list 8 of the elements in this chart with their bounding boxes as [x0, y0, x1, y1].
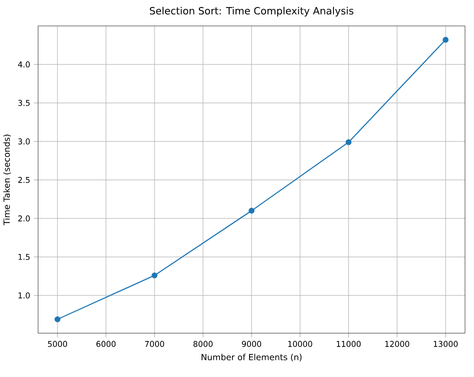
chart-title: Selection Sort: Time Complexity Analysis — [150, 6, 354, 16]
point — [346, 139, 352, 146]
point — [54, 316, 60, 322]
x-axis-title: Number of Elements (n) — [202, 354, 302, 362]
point — [248, 208, 254, 214]
y-axis-title: Time Taken (seconds) — [3, 134, 11, 226]
point — [152, 272, 158, 278]
point — [442, 36, 449, 43]
